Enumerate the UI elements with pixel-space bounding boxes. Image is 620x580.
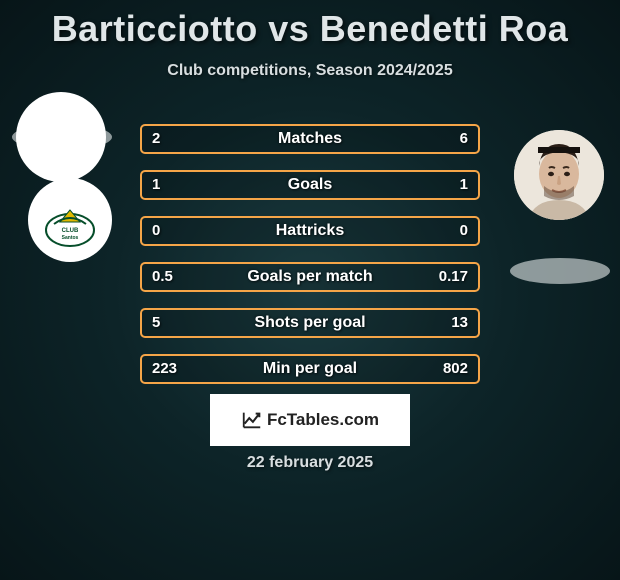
stat-bar: 223Min per goal802 bbox=[140, 354, 480, 384]
player-photo-icon bbox=[514, 130, 604, 220]
club-crest-icon: CLUB Santos bbox=[40, 190, 100, 250]
svg-text:CLUB: CLUB bbox=[62, 228, 79, 234]
comparison-card: Barticciotto vs Benedetti Roa Club compe… bbox=[0, 0, 620, 580]
avatar-player-left bbox=[16, 92, 106, 182]
avatar-player-right bbox=[514, 130, 604, 220]
fctables-label: FcTables.com bbox=[267, 410, 379, 430]
stat-bar: 5Shots per goal13 bbox=[140, 308, 480, 338]
date-text: 22 february 2025 bbox=[0, 454, 620, 472]
fctables-watermark: FcTables.com bbox=[210, 394, 410, 446]
stat-label: Hattricks bbox=[142, 222, 478, 240]
stat-bar: 0Hattricks0 bbox=[140, 216, 480, 246]
club-badge-santos-laguna: CLUB Santos bbox=[28, 178, 112, 262]
stat-bars: 2Matches6 1Goals1 0Hattricks0 0.5Goals per … bbox=[140, 124, 480, 400]
stat-value-right: 1 bbox=[460, 176, 468, 193]
stat-value-right: 13 bbox=[451, 314, 468, 331]
stat-bar: 0.5Goals per match0.17 bbox=[140, 262, 480, 292]
stat-value-right: 0.17 bbox=[439, 268, 468, 285]
chart-line-icon bbox=[241, 409, 263, 431]
stat-label: Goals per match bbox=[142, 268, 478, 286]
stat-label: Shots per goal bbox=[142, 314, 478, 332]
svg-text:Santos: Santos bbox=[62, 235, 79, 241]
stat-label: Matches bbox=[142, 130, 478, 148]
stat-label: Min per goal bbox=[142, 360, 478, 378]
stat-label: Goals bbox=[142, 176, 478, 194]
stat-value-right: 0 bbox=[460, 222, 468, 239]
shadow-oval-right bbox=[510, 258, 610, 284]
stat-bar: 2Matches6 bbox=[140, 124, 480, 154]
subtitle: Club competitions, Season 2024/2025 bbox=[0, 62, 620, 80]
page-title: Barticciotto vs Benedetti Roa bbox=[0, 0, 620, 50]
stat-bar: 1Goals1 bbox=[140, 170, 480, 200]
stat-value-right: 802 bbox=[443, 360, 468, 377]
stat-value-right: 6 bbox=[460, 130, 468, 147]
